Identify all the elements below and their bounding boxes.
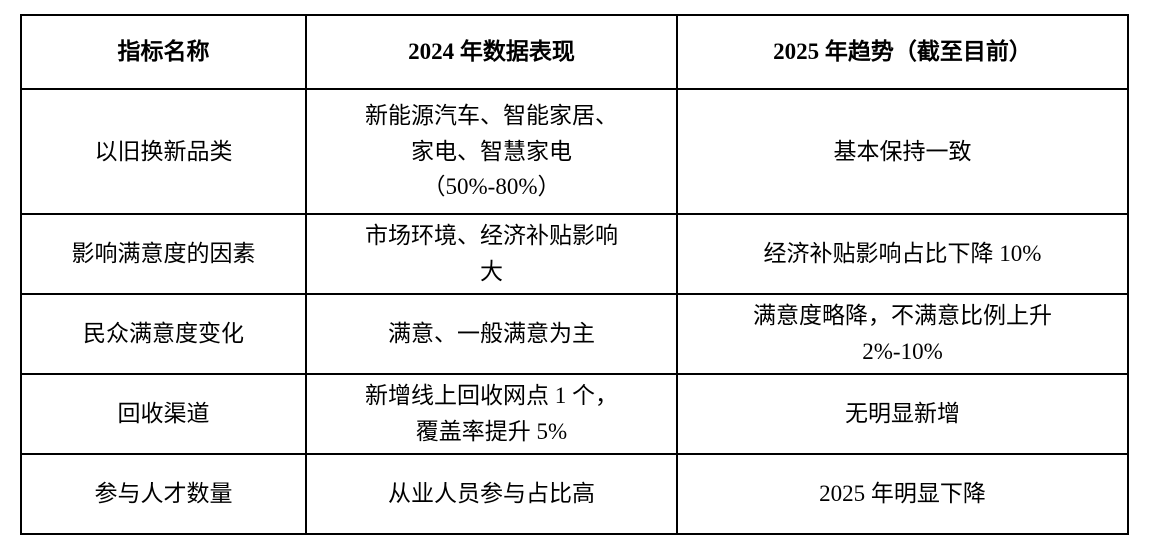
table-row: 回收渠道 新增线上回收网点 1 个， 覆盖率提升 5% 无明显新增	[20, 373, 1129, 455]
table-row: 影响满意度的因素 市场环境、经济补贴影响 大 经济补贴影响占比下降 10%	[20, 213, 1129, 295]
table-row: 参与人才数量 从业人员参与占比高 2025 年明显下降	[20, 453, 1129, 535]
table-row: 民众满意度变化 满意、一般满意为主 满意度略降，不满意比例上升 2%-10%	[20, 293, 1129, 375]
cell-2024-data: 市场环境、经济补贴影响 大	[305, 213, 678, 295]
cell-indicator: 参与人才数量	[20, 453, 307, 535]
comparison-table: 指标名称 2024 年数据表现 2025 年趋势（截至目前） 以旧换新品类 新能…	[20, 14, 1129, 535]
table-row: 以旧换新品类 新能源汽车、智能家居、 家电、智慧家电 （50%-80%） 基本保…	[20, 88, 1129, 215]
cell-2025-trend: 经济补贴影响占比下降 10%	[676, 213, 1129, 295]
header-2025-trend: 2025 年趋势（截至目前）	[676, 14, 1129, 90]
header-row: 指标名称 2024 年数据表现 2025 年趋势（截至目前）	[20, 14, 1129, 90]
cell-2025-trend: 无明显新增	[676, 373, 1129, 455]
cell-indicator: 民众满意度变化	[20, 293, 307, 375]
cell-indicator: 影响满意度的因素	[20, 213, 307, 295]
cell-2025-trend: 2025 年明显下降	[676, 453, 1129, 535]
header-2024-data: 2024 年数据表现	[305, 14, 678, 90]
header-indicator-name: 指标名称	[20, 14, 307, 90]
cell-2024-data: 新能源汽车、智能家居、 家电、智慧家电 （50%-80%）	[305, 88, 678, 215]
cell-2024-data: 从业人员参与占比高	[305, 453, 678, 535]
cell-2024-data: 满意、一般满意为主	[305, 293, 678, 375]
cell-2025-trend: 满意度略降，不满意比例上升 2%-10%	[676, 293, 1129, 375]
cell-indicator: 回收渠道	[20, 373, 307, 455]
cell-indicator: 以旧换新品类	[20, 88, 307, 215]
cell-2025-trend: 基本保持一致	[676, 88, 1129, 215]
cell-2024-data: 新增线上回收网点 1 个， 覆盖率提升 5%	[305, 373, 678, 455]
